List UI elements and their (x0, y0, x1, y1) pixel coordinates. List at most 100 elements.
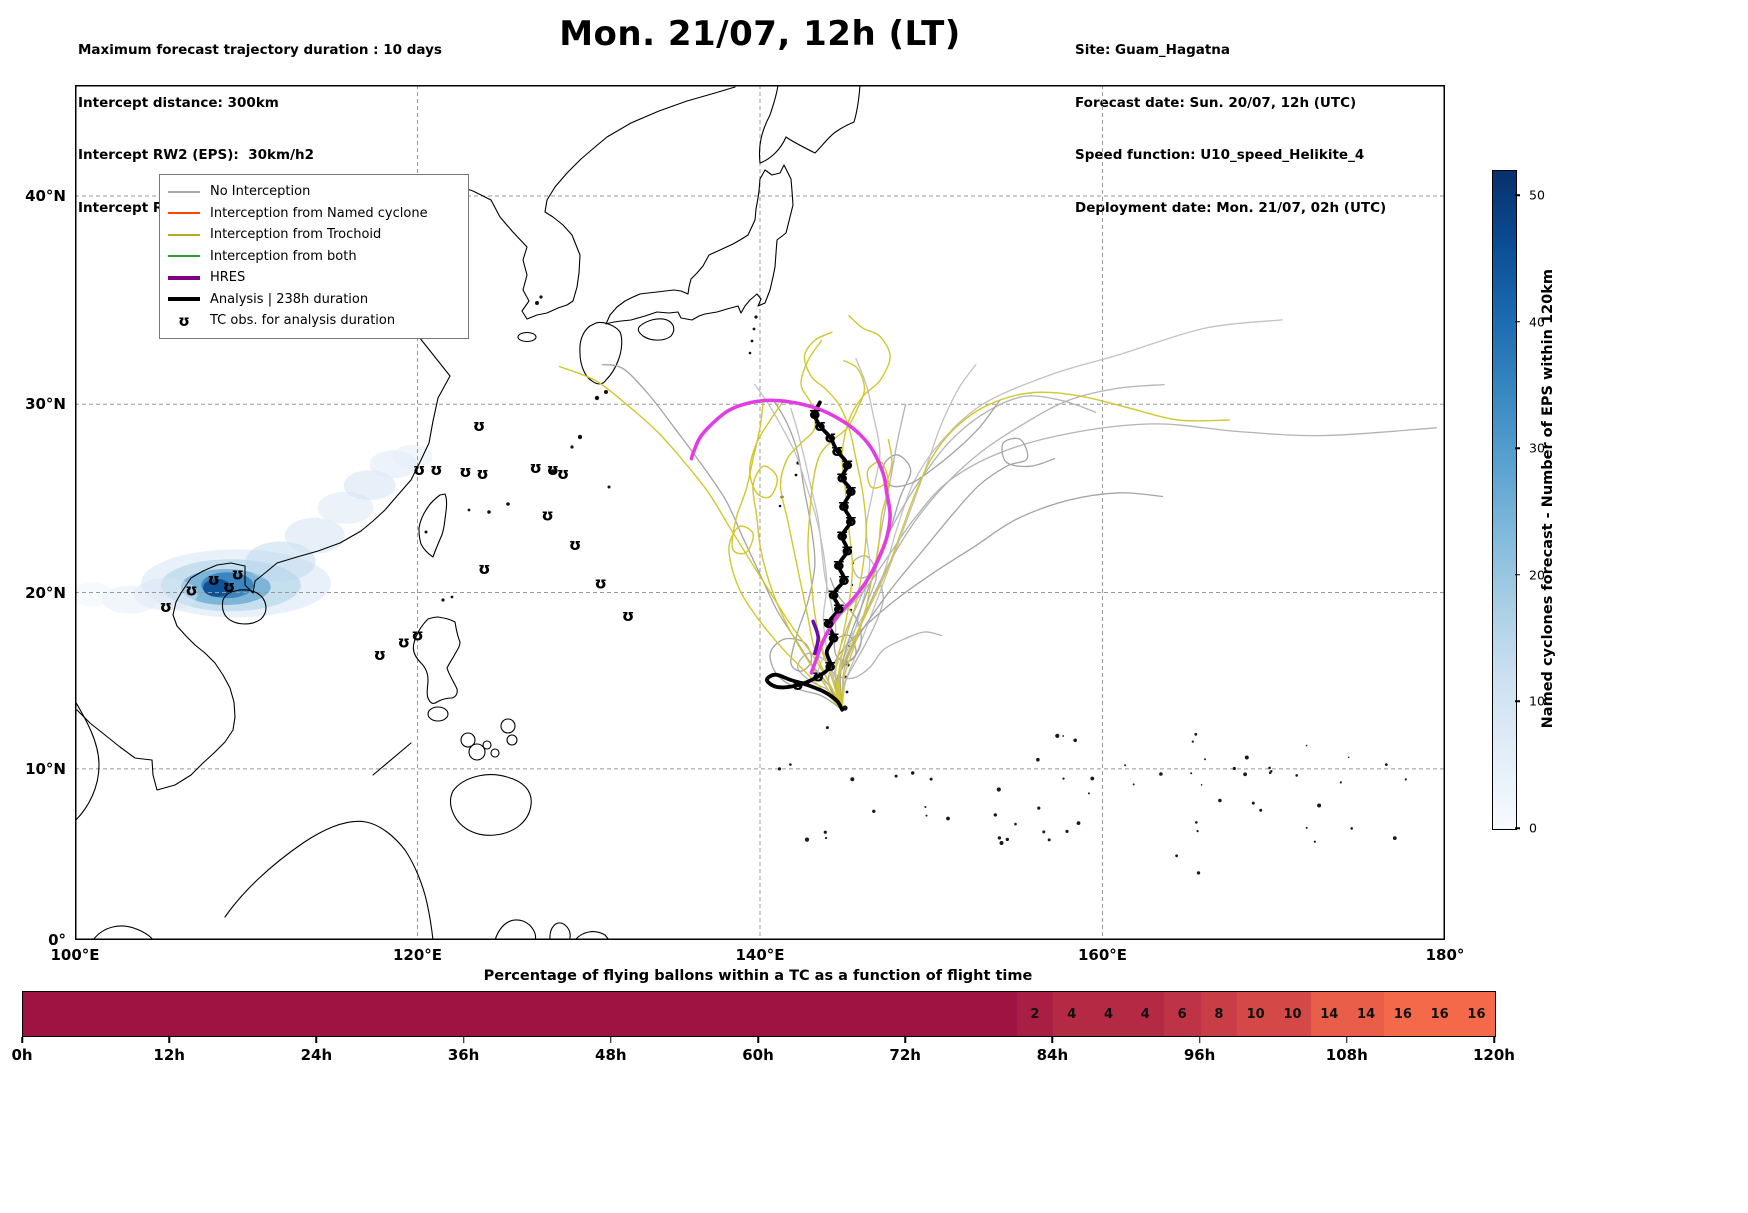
tc-obs-symbol: ʊ (476, 464, 488, 483)
flight-time-bin: 10 (1274, 992, 1311, 1036)
flight-time-bin: 6 (1163, 992, 1201, 1036)
tc-obs-symbol: ʊ (827, 627, 839, 646)
small-island-dot (997, 836, 1002, 840)
legend-label: Interception from both (210, 248, 357, 264)
coastline-layer (75, 85, 1407, 940)
hour-tick-label: 96h (1183, 1046, 1216, 1064)
x-axis-label: 180° (1425, 946, 1465, 964)
tc-obs-symbol: ʊ (622, 606, 634, 625)
tc-obs-symbol: ʊ (841, 454, 853, 473)
colorbar-tick-mark (1515, 700, 1520, 703)
colorbar-tick-label: 30 (1529, 440, 1545, 456)
flight-time-bin (23, 992, 60, 1036)
hour-tick-mark (904, 1037, 906, 1043)
flight-time-bin (979, 992, 1017, 1036)
island-dot-ryukyu (570, 445, 574, 449)
flight-time-bin: 16 (1458, 992, 1495, 1036)
ensemble-track-gray (839, 399, 1001, 711)
island-dot-ryukyu (594, 395, 600, 401)
ensemble-yellow-layer (558, 315, 1230, 711)
island-panay (460, 732, 476, 748)
tc-obs-symbol: ʊ (824, 656, 836, 675)
small-island-dot (1073, 738, 1077, 743)
site-settings-block: Site: Guam_Hagatna Forecast date: Sun. 2… (1075, 7, 1386, 252)
eps-density-blob (343, 470, 396, 501)
small-island-dot (1014, 822, 1017, 826)
eps-density-blob (75, 582, 115, 607)
flight-time-bin (795, 992, 833, 1036)
small-island-dot (1204, 758, 1206, 761)
tc-obs-symbol: ʊ (232, 564, 244, 583)
island-palawan (372, 742, 412, 776)
ensemble-track-gray (820, 423, 1438, 711)
small-island-dot (1076, 821, 1081, 825)
legend-line-swatch (168, 190, 200, 193)
tc-obs-symbol: ʊ (841, 541, 853, 560)
map-frame (75, 85, 1445, 940)
flight-time-bin (869, 992, 907, 1036)
flight-time-bin (685, 992, 723, 1036)
ensemble-track-yellow (779, 339, 843, 711)
legend-line-swatch (168, 233, 200, 236)
small-island-dot (1042, 830, 1046, 834)
coastline-malay-peninsula (75, 700, 100, 822)
info-line: Speed function: U10_speed_Helikite_4 (1075, 147, 1365, 163)
hour-tick-mark (1346, 1037, 1348, 1043)
tc-obs-symbol: ʊ (838, 496, 850, 515)
hres-track-layer (689, 398, 892, 675)
island-bohol (490, 748, 500, 758)
tc-obs-symbol: ʊ (541, 505, 553, 524)
x-axis-label: 160°E (1077, 946, 1128, 964)
small-island-dot (1132, 783, 1135, 786)
legend-row: Interception from Named cyclone (168, 203, 458, 225)
island-leyte (506, 734, 518, 746)
colorbar-tick-mark (1515, 321, 1520, 323)
tc-obs-symbol: ʊ (160, 597, 172, 616)
island-jeju (517, 331, 537, 343)
small-island-dot (1404, 778, 1407, 781)
small-island-dot (929, 777, 933, 781)
flight-time-bin: 8 (1200, 992, 1238, 1036)
small-island-dot (1232, 766, 1236, 771)
flight-time-bin (906, 992, 943, 1036)
small-island-dot (1036, 757, 1040, 762)
tc-obs-symbol: ʊ (413, 460, 425, 479)
small-island-dot (1065, 829, 1069, 834)
hour-tick-mark (610, 1037, 612, 1043)
tc-obs-symbol: ʊ (411, 626, 423, 645)
flight-time-bin: 2 (1016, 992, 1054, 1036)
hour-tick-label: 36h (447, 1046, 480, 1064)
small-island-dot (1313, 840, 1316, 843)
flight-time-bin (758, 992, 796, 1036)
hour-tick-mark (462, 1037, 465, 1043)
analysis-track-layer (765, 400, 853, 712)
colorbar-tick-mark (1515, 194, 1520, 197)
flight-time-bin (574, 992, 612, 1036)
small-island-dot (996, 787, 1001, 792)
small-island-dot (1384, 763, 1388, 766)
legend-row: HRES (168, 267, 458, 289)
island-mindanao (449, 774, 532, 836)
ensemble-track-gray (827, 492, 1164, 711)
island-dot-izu (754, 315, 758, 319)
analysis-track (765, 400, 853, 712)
tc-obs-symbol: ʊ (208, 570, 220, 589)
eps-density-blob (284, 517, 345, 554)
tc-obs-symbol: ʊ (833, 555, 845, 574)
y-axis-label: 30°N (25, 395, 66, 413)
island-dot-babuyan (441, 598, 445, 602)
tc-obs-symbol: ʊ (827, 584, 839, 603)
tc-obs-symbol: ʊ (374, 645, 386, 664)
small-island-dot (1196, 871, 1201, 875)
hour-tick-label: 24h (300, 1046, 333, 1064)
coastline-honshu (605, 164, 794, 325)
small-island-dot (1243, 772, 1247, 777)
x-axis-label: 140°E (735, 946, 785, 964)
small-island-dot (1317, 803, 1322, 808)
small-island-dot (777, 767, 782, 771)
island-dot-izu (752, 327, 756, 331)
colorbar-tick-mark (1515, 447, 1520, 450)
tc-obs-symbol: ʊ (845, 511, 857, 530)
flight-time-bin (59, 992, 97, 1036)
flight-time-bin (390, 992, 428, 1036)
